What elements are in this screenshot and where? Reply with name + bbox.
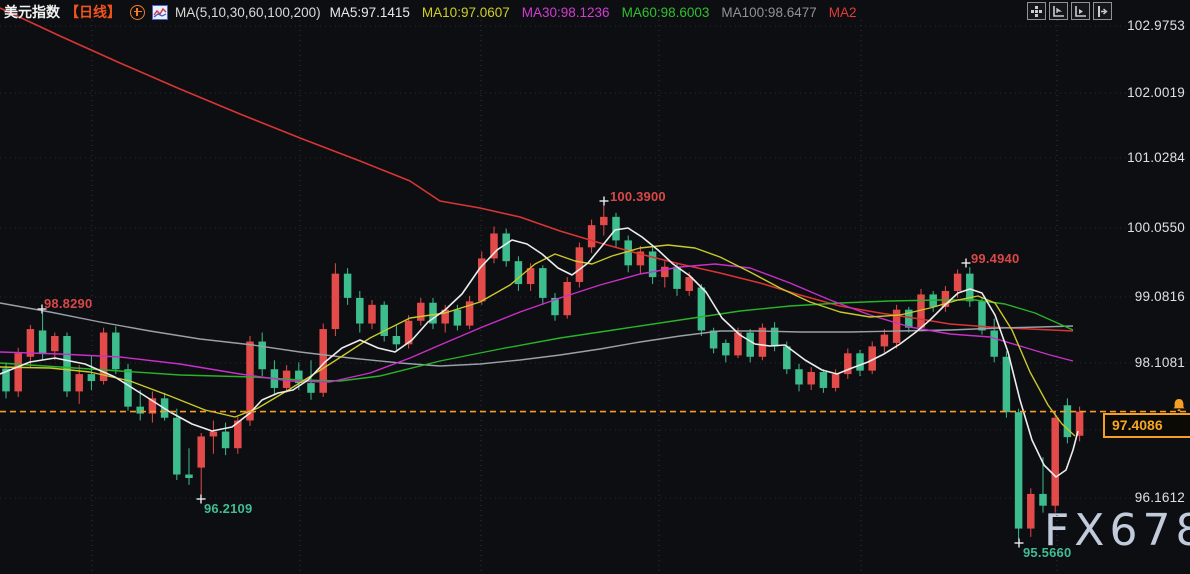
right-scale-chart-icon[interactable] — [1071, 2, 1090, 20]
ma-legend-item: MA30:98.1236 — [521, 4, 610, 20]
ma-legend-item: MA60:98.6003 — [621, 4, 710, 20]
ma-line-ma30 — [0, 263, 1074, 383]
collapse-panel-icon[interactable] — [1093, 2, 1112, 20]
ma-line-ma200 — [0, 7, 1074, 332]
ma-line-ma5 — [0, 227, 1079, 478]
axis-label: 98.1081 — [1134, 355, 1185, 370]
axis-label: 96.1612 — [1134, 490, 1185, 505]
symbol-title: 美元指数 — [4, 4, 60, 20]
axis-label: 99.0816 — [1134, 289, 1185, 304]
chart-legend: 美元指数 【日线】 MA(5,10,30,60,100,200) MA5:97.… — [4, 2, 857, 22]
axis-label: 100.0550 — [1127, 220, 1185, 235]
annotation-swing-high: 99.4940 — [971, 251, 1020, 266]
ma-legend-item: MA2 — [828, 4, 857, 20]
axis-label: 102.0019 — [1127, 85, 1185, 100]
ma-lines-layer — [0, 7, 1079, 478]
annotation-swing-high: 100.3900 — [610, 189, 666, 204]
left-scale-chart-icon[interactable] — [1049, 2, 1068, 20]
ma-values: MA5:97.1415 MA10:97.0607 MA30:98.1236 MA60:… — [330, 5, 857, 20]
swing-markers — [37, 196, 1024, 548]
ma-settings-label: MA(5,10,30,60,100,200) — [175, 4, 321, 20]
panel-grid-icon[interactable] — [1027, 2, 1046, 20]
axis-label: 101.0284 — [1127, 150, 1185, 165]
kline-chart-icon[interactable] — [152, 4, 168, 20]
ma-line-ma100 — [0, 302, 1074, 367]
ma-line-ma10 — [0, 244, 1076, 437]
grid-lines — [0, 20, 1190, 574]
last-price-tag: 97.4086 — [1103, 413, 1190, 438]
axis-label: 102.9753 — [1127, 18, 1185, 33]
add-indicator-icon[interactable] — [130, 4, 145, 20]
alert-bell-icon[interactable] — [1171, 398, 1187, 413]
annotation-swing-low: 95.5660 — [1023, 545, 1072, 560]
annotation-swing-low: 96.2109 — [204, 501, 253, 516]
chart-toolbar — [1027, 2, 1112, 20]
watermark: FX678 — [1044, 505, 1190, 556]
period-label: 【日线】 — [65, 4, 121, 20]
annotation-swing-high: 98.8290 — [44, 296, 93, 311]
ma-legend-item: MA10:97.0607 — [421, 4, 510, 20]
ma-legend-item: MA100:98.6477 — [721, 4, 817, 20]
ma-legend-item: MA5:97.1415 — [329, 4, 410, 20]
